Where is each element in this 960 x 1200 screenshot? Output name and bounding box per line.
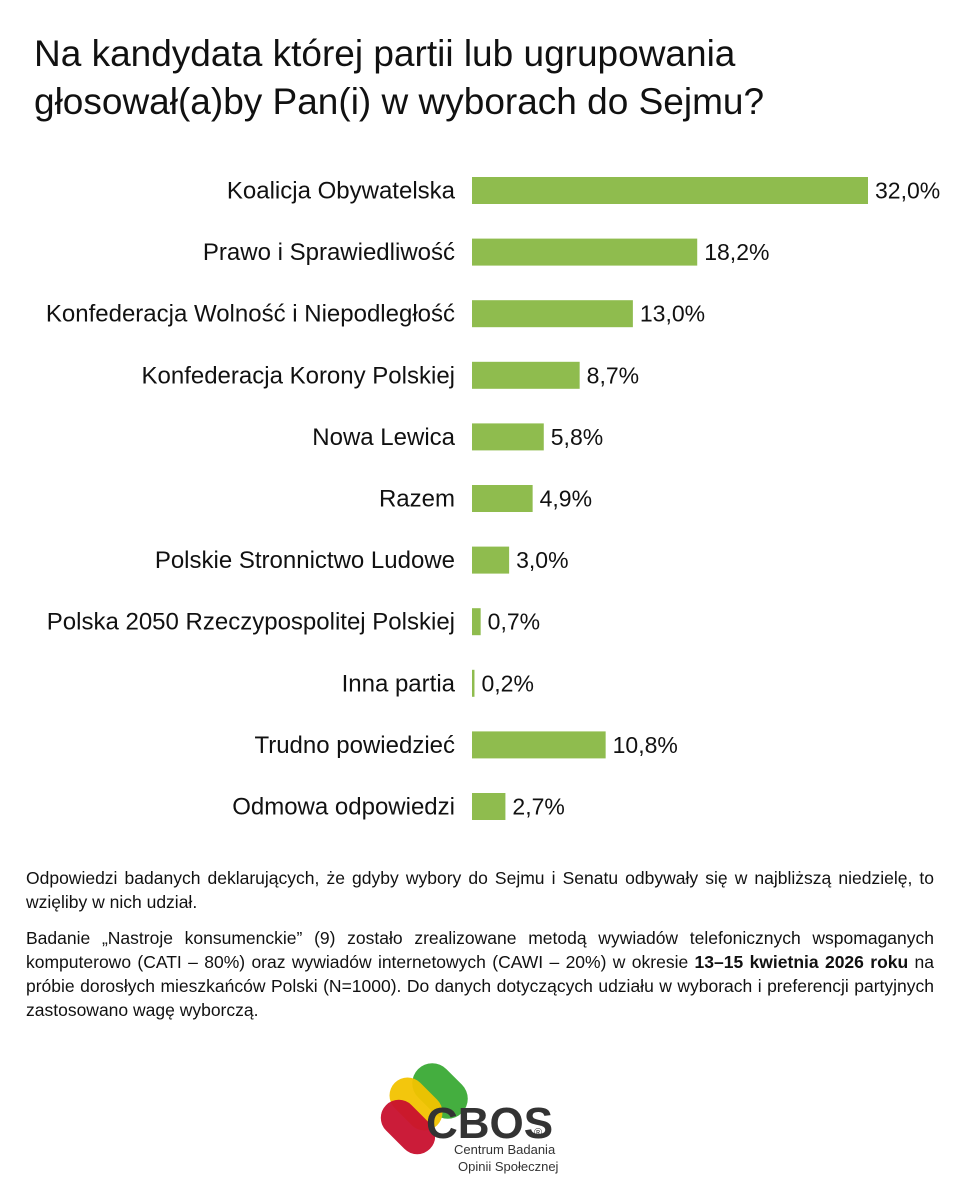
cbos-emblem-icon [380, 1063, 468, 1155]
category-label: Konfederacja Korony Polskiej [141, 362, 455, 389]
logo-line2: Opinii Społecznej [458, 1159, 559, 1174]
bar [472, 731, 606, 759]
chart-title: Na kandydata której partii lub ugrupowan… [34, 33, 765, 122]
category-label: Polskie Stronnictwo Ludowe [155, 547, 455, 574]
category-label: Koalicja Obywatelska [227, 178, 456, 205]
value-label: 3,0% [516, 547, 568, 573]
note-methodology: Badanie „Nastroje konsumenckie” (9) zost… [26, 926, 934, 1022]
value-label: 8,7% [587, 362, 639, 388]
value-label: 0,7% [488, 609, 540, 635]
category-label: Konfederacja Wolność i Niepodległość [46, 301, 455, 328]
bar [472, 238, 698, 266]
bar [472, 485, 533, 512]
category-label: Prawo i Sprawiedliwość [203, 239, 455, 266]
bar [472, 793, 506, 820]
category-label: Odmowa odpowiedzi [232, 794, 455, 821]
bar [472, 608, 481, 636]
category-label: Inna partia [342, 670, 456, 697]
logo-registered-mark: ® [534, 1127, 542, 1139]
bar [472, 361, 580, 389]
value-label: 5,8% [551, 424, 603, 450]
bar [472, 669, 475, 697]
value-label: 4,9% [540, 486, 592, 512]
bar [472, 177, 868, 204]
chart-notes: Odpowiedzi badanych deklarujących, że gd… [26, 866, 934, 1034]
bar [472, 546, 510, 574]
bar [472, 423, 544, 451]
bar-chart: Koalicja Obywatelska 32,0% Prawo i Sprawie… [46, 177, 940, 821]
cbos-logo: CBOS ® Centrum Badania Opinii Społecznej [380, 1063, 559, 1174]
value-label: 2,7% [512, 794, 564, 820]
note-survey-dates: 13–15 kwietnia 2026 roku [694, 952, 909, 972]
value-label: 13,0% [640, 301, 705, 327]
category-label: Polska 2050 Rzeczypospolitej Polskiej [47, 609, 455, 636]
bar [472, 300, 633, 328]
note-methodology-part1: Badanie „Nastroje konsumenckie” (9) zost… [26, 928, 934, 972]
logo-line1: Centrum Badania [454, 1142, 556, 1157]
category-label: Razem [379, 486, 455, 513]
category-label: Trudno powiedzieć [254, 732, 455, 759]
emblem-yellow-pill [389, 1077, 443, 1131]
value-label: 10,8% [613, 732, 678, 758]
logo-wordmark: CBOS [426, 1099, 553, 1148]
note-methodology-part2: na próbie dorosłych mieszkańców Polski (… [26, 952, 935, 1020]
note-respondents: Odpowiedzi badanych deklarujących, że gd… [26, 868, 934, 912]
value-label: 0,2% [481, 670, 533, 696]
category-label: Nowa Lewica [312, 424, 455, 451]
emblem-red-pill [380, 1099, 436, 1155]
value-label: 32,0% [875, 178, 940, 204]
value-label: 18,2% [704, 239, 769, 265]
